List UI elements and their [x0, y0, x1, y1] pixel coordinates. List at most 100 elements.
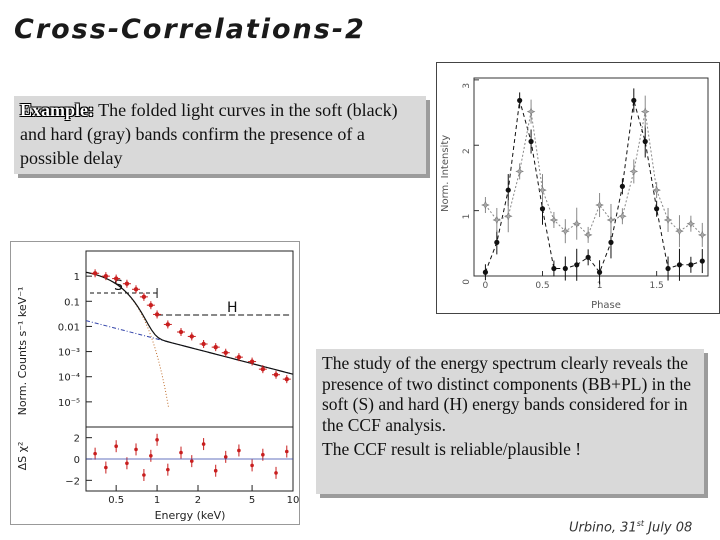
lc-point-soft — [494, 239, 500, 245]
residual-point — [250, 463, 254, 468]
footer-month: July 08 — [644, 520, 693, 536]
lc-x-tick-label: 0.5 — [535, 281, 549, 291]
residual-point — [261, 452, 265, 457]
lc-x-tick-label: 1.5 — [649, 281, 663, 291]
spectrum-data-point — [189, 334, 194, 339]
lc-point-hard — [503, 211, 513, 221]
residual-point — [149, 454, 153, 458]
spectrum-data-point — [113, 276, 119, 281]
sp-y-tick-label: 0.01 — [58, 322, 80, 333]
residual-tick-label: −2 — [65, 476, 80, 487]
lc-point-hard — [698, 230, 707, 240]
spectrum-data-point — [260, 366, 266, 372]
spectrum-figure: Norm. Counts s⁻¹ keV⁻¹ ΔS χ² Energy (keV… — [10, 241, 300, 525]
lc-series-line-soft — [484, 100, 703, 274]
lc-point-hard — [492, 215, 502, 225]
lc-point-hard — [618, 211, 627, 221]
lc-point-soft — [551, 265, 557, 272]
spectrum-data-point — [141, 294, 147, 300]
residual-point — [284, 449, 289, 454]
example-box: Example: The folded light curves in the … — [14, 96, 426, 174]
sp-y-tick-label: 0.1 — [64, 297, 80, 308]
residual-point — [155, 438, 159, 442]
lc-point-soft — [574, 262, 580, 268]
lc-point-hard — [629, 167, 639, 176]
lc-y-tick-label: 0 — [462, 279, 472, 285]
lc-point-hard — [526, 107, 536, 116]
lc-point-hard — [640, 107, 650, 116]
study-paragraph: The study of the energy spectrum clearly… — [322, 353, 692, 435]
spectrum-data-point — [284, 376, 289, 382]
lc-point-soft — [642, 138, 648, 145]
residual-point — [104, 465, 108, 470]
spectrum-data-point — [201, 341, 206, 347]
lc-point-soft — [596, 269, 603, 275]
lc-point-soft — [505, 187, 511, 193]
spectrum-axes — [85, 250, 294, 492]
sp-y-tick-label: 10⁻⁴ — [58, 373, 80, 384]
residual-point — [189, 459, 194, 463]
lc-point-hard — [549, 215, 559, 225]
light-curve-xlabel: Phase — [591, 300, 621, 311]
total-model-line — [85, 271, 294, 375]
sp-x-tick-label: 5 — [249, 495, 255, 506]
sp-x-tick-label: 0.5 — [108, 495, 124, 506]
bb-component-line — [85, 271, 170, 409]
sp-x-tick-label: 10 — [287, 495, 300, 506]
lc-point-hard — [572, 219, 581, 228]
spectrum-data-point — [92, 271, 98, 276]
lc-point-soft — [482, 269, 489, 275]
lc-point-hard — [595, 200, 604, 210]
example-label: Example: — [20, 100, 94, 120]
spectrum-xlabel: Energy (keV) — [155, 509, 226, 522]
spectrum-data-point — [154, 312, 160, 317]
spectrum-data-point — [213, 344, 218, 350]
footer-sup: st — [636, 519, 645, 528]
spectrum-data-point — [148, 302, 154, 308]
example-text: The folded light curves in the soft (bla… — [20, 100, 398, 168]
sp-x-tick-label: 1 — [154, 495, 160, 506]
example-paragraph: Example: The folded light curves in the … — [14, 96, 426, 172]
page-title: Cross-Correlations-2 — [14, 14, 366, 45]
residual-point — [142, 473, 146, 477]
lc-point-soft — [699, 258, 705, 264]
lc-point-soft — [654, 206, 660, 212]
spectrum-data-point — [103, 273, 109, 279]
spectrum-data-point — [223, 350, 228, 355]
lc-point-soft — [688, 262, 694, 268]
spectrum-data-point — [165, 322, 171, 327]
lc-point-hard — [515, 167, 524, 176]
lc-point-soft — [631, 97, 637, 104]
lc-point-hard — [606, 215, 616, 225]
residual-point — [179, 450, 183, 455]
spectrum-ylabel: Norm. Counts s⁻¹ keV⁻¹ — [16, 287, 29, 416]
lc-point-hard — [561, 226, 570, 236]
residual-ylabel: ΔS χ² — [16, 442, 29, 471]
residual-point — [114, 444, 118, 448]
sp-x-tick-label: 2 — [195, 495, 201, 506]
lc-x-tick-label: 1 — [597, 281, 603, 291]
residual-point — [223, 455, 228, 459]
lc-x-tick-label: 0 — [483, 281, 489, 291]
residual-point — [201, 442, 206, 446]
spectrum-frame — [10, 241, 300, 525]
footer-date: Urbino, 31st July 08 — [569, 519, 692, 535]
spectrum-data-point — [249, 359, 255, 364]
lc-point-hard — [686, 219, 696, 228]
footer-place: Urbino, 31 — [569, 520, 637, 536]
lc-point-soft — [676, 262, 683, 268]
lc-point-soft — [619, 183, 625, 189]
lc-point-soft — [528, 138, 534, 145]
lc-y-tick-label: 3 — [462, 83, 472, 89]
study-conclusion: The CCF result is reliable/plausible ! — [322, 439, 582, 459]
lc-point-soft — [517, 97, 523, 104]
residual-point — [93, 451, 97, 456]
sp-y-tick-label: 10⁻³ — [58, 348, 80, 359]
residual-tick-label: 0 — [74, 455, 80, 466]
lc-point-hard — [663, 215, 673, 225]
lc-point-soft — [539, 206, 546, 212]
lc-point-hard — [583, 230, 593, 240]
residual-point — [166, 467, 170, 472]
lc-point-hard — [481, 200, 490, 210]
spectrum-data-point — [236, 354, 242, 360]
